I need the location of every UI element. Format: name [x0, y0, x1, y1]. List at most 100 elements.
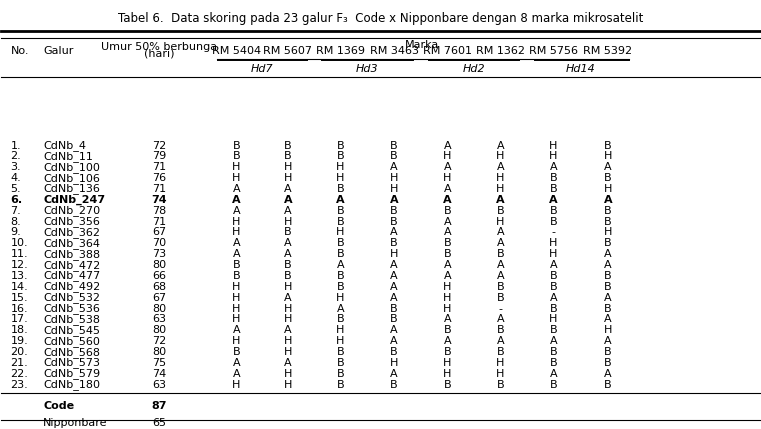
Text: CdNb_100: CdNb_100	[43, 162, 100, 173]
Text: B: B	[549, 271, 557, 281]
Text: A: A	[233, 369, 240, 379]
Text: B: B	[549, 184, 557, 194]
Text: CdNb_4: CdNb_4	[43, 140, 86, 151]
Text: B: B	[336, 151, 344, 161]
Text: H: H	[284, 304, 292, 314]
Text: B: B	[549, 217, 557, 227]
Text: H: H	[496, 184, 505, 194]
Text: H: H	[496, 151, 505, 161]
Text: 10.: 10.	[11, 239, 28, 248]
Text: 63: 63	[152, 380, 166, 390]
Text: CdNb_356: CdNb_356	[43, 216, 100, 227]
Text: A: A	[232, 195, 240, 205]
Text: B: B	[444, 249, 451, 259]
Text: B: B	[604, 282, 612, 292]
Text: H: H	[443, 293, 451, 303]
Text: B: B	[604, 239, 612, 248]
Text: 80: 80	[152, 304, 166, 314]
Text: H: H	[336, 293, 345, 303]
Text: 73: 73	[152, 249, 166, 259]
Text: CdNb_538: CdNb_538	[43, 314, 100, 325]
Text: H: H	[232, 293, 240, 303]
Text: CdNb_573: CdNb_573	[43, 357, 100, 369]
Text: 79: 79	[152, 151, 166, 161]
Text: B: B	[336, 314, 344, 324]
Text: B: B	[549, 347, 557, 357]
Text: H: H	[443, 369, 451, 379]
Text: A: A	[284, 293, 291, 303]
Text: Galur: Galur	[43, 46, 74, 56]
Text: A: A	[604, 336, 612, 346]
Text: A: A	[284, 358, 291, 368]
Text: A: A	[444, 227, 451, 238]
Text: B: B	[336, 358, 344, 368]
Text: 1.: 1.	[11, 141, 21, 151]
Text: B: B	[284, 260, 291, 270]
Text: CdNb_536: CdNb_536	[43, 303, 100, 314]
Text: H: H	[232, 380, 240, 390]
Text: B: B	[284, 227, 291, 238]
Text: 68: 68	[152, 282, 166, 292]
Text: Marka: Marka	[405, 40, 439, 50]
Text: A: A	[284, 206, 291, 216]
Text: B: B	[549, 358, 557, 368]
Text: CdNb_532: CdNb_532	[43, 292, 100, 303]
Text: 23.: 23.	[11, 380, 28, 390]
Text: A: A	[604, 260, 612, 270]
Text: B: B	[390, 239, 398, 248]
Text: B: B	[444, 239, 451, 248]
Text: B: B	[496, 347, 504, 357]
Text: H: H	[443, 151, 451, 161]
Text: H: H	[336, 162, 345, 172]
Text: B: B	[549, 304, 557, 314]
Text: CdNb_247: CdNb_247	[43, 195, 105, 205]
Text: B: B	[390, 380, 398, 390]
Text: Nipponbare: Nipponbare	[43, 417, 107, 428]
Text: CdNb_136: CdNb_136	[43, 184, 100, 194]
Text: 71: 71	[152, 184, 166, 194]
Text: H: H	[284, 173, 292, 183]
Text: B: B	[284, 151, 291, 161]
Text: H: H	[603, 227, 612, 238]
Text: RM 1369: RM 1369	[316, 46, 365, 56]
Text: CdNb_180: CdNb_180	[43, 379, 100, 390]
Text: B: B	[336, 282, 344, 292]
Text: A: A	[549, 260, 557, 270]
Text: RM 5756: RM 5756	[529, 46, 578, 56]
Text: B: B	[390, 347, 398, 357]
Text: 72: 72	[152, 141, 166, 151]
Text: 67: 67	[152, 293, 166, 303]
Text: B: B	[233, 347, 240, 357]
Text: 80: 80	[152, 325, 166, 335]
Text: A: A	[496, 239, 504, 248]
Text: H: H	[232, 162, 240, 172]
Text: 70: 70	[152, 239, 166, 248]
Text: H: H	[496, 173, 505, 183]
Text: 7.: 7.	[11, 206, 21, 216]
Text: B: B	[444, 206, 451, 216]
Text: B: B	[390, 151, 398, 161]
Text: H: H	[549, 141, 558, 151]
Text: B: B	[284, 141, 291, 151]
Text: No.: No.	[11, 46, 29, 56]
Text: B: B	[336, 239, 344, 248]
Text: Code: Code	[43, 401, 75, 411]
Text: B: B	[496, 206, 504, 216]
Text: Hd14: Hd14	[565, 64, 596, 74]
Text: A: A	[390, 336, 398, 346]
Text: CdNb_492: CdNb_492	[43, 281, 100, 292]
Text: B: B	[604, 380, 612, 390]
Text: A: A	[444, 162, 451, 172]
Text: (hari): (hari)	[144, 48, 174, 59]
Text: H: H	[284, 217, 292, 227]
Text: A: A	[496, 162, 504, 172]
Text: B: B	[444, 347, 451, 357]
Text: 67: 67	[152, 227, 166, 238]
Text: A: A	[444, 314, 451, 324]
Text: 4.: 4.	[11, 173, 21, 183]
Text: H: H	[390, 184, 398, 194]
Text: A: A	[233, 325, 240, 335]
Text: A: A	[604, 314, 612, 324]
Text: CdNb_568: CdNb_568	[43, 347, 100, 357]
Text: 75: 75	[152, 358, 166, 368]
